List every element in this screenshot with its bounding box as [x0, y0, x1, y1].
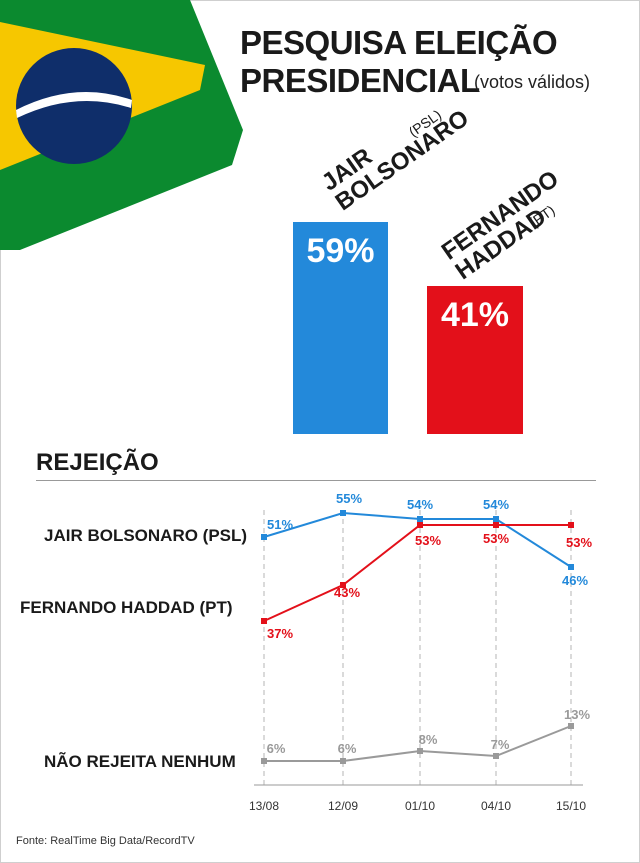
data-label: 53%	[566, 535, 592, 550]
data-label: 55%	[336, 491, 362, 506]
data-label: 37%	[267, 626, 293, 641]
x-tick-label: 15/10	[556, 799, 586, 813]
data-label: 46%	[562, 573, 588, 588]
series-line	[264, 725, 572, 762]
data-label: 6%	[338, 741, 357, 756]
page-subtitle: (votos válidos)	[474, 72, 591, 92]
data-label: 53%	[415, 533, 441, 548]
flag-white-band	[16, 92, 132, 118]
x-tick-label: 13/08	[249, 799, 279, 813]
bar-value-label: 59%	[306, 231, 375, 270]
data-label: 51%	[267, 517, 293, 532]
rejection-divider	[36, 480, 596, 481]
data-point	[568, 522, 574, 528]
data-point	[493, 753, 499, 759]
data-label: 8%	[419, 732, 438, 747]
row-label-haddad: FERNANDO HADDAD (PT)	[20, 598, 233, 617]
data-point	[493, 516, 499, 522]
data-point	[340, 582, 346, 588]
data-point	[417, 748, 423, 754]
data-point	[261, 758, 267, 764]
data-point	[340, 510, 346, 516]
bar-value-label: 41%	[440, 296, 510, 335]
rejection-title: REJEIÇÃO	[36, 449, 159, 476]
x-tick-label: 12/09	[328, 799, 358, 813]
bar-haddad: 41%	[427, 286, 523, 434]
data-point	[493, 522, 499, 528]
data-point	[261, 618, 267, 624]
source-note: Fonte: RealTime Big Data/RecordTV	[16, 835, 195, 847]
flag-blue-globe	[16, 48, 132, 164]
page-title-line2: PRESIDENCIAL	[240, 62, 480, 99]
data-label: 54%	[483, 497, 509, 512]
data-label: 54%	[407, 497, 433, 512]
row-label-nenhum: NÃO REJEITA NENHUM	[44, 752, 236, 771]
data-label: 53%	[483, 531, 509, 546]
data-point	[417, 522, 423, 528]
data-point	[417, 516, 423, 522]
bar-bolsonaro: 59%	[293, 221, 388, 434]
row-label-bolsonaro: JAIR BOLSONARO (PSL)	[44, 526, 248, 545]
data-point	[568, 564, 574, 570]
data-label: 43%	[334, 585, 360, 600]
data-point	[568, 723, 574, 729]
data-label: 6%	[267, 741, 286, 756]
data-point	[340, 758, 346, 764]
brazil-flag-image	[0, 0, 243, 250]
data-label: 13%	[564, 707, 590, 722]
data-label: 7%	[491, 737, 510, 752]
data-point	[261, 534, 267, 540]
rejection-line-chart: 13/08 12/09 01/10 04/10 15/10 51% 55% 54% 54% 46%…	[249, 491, 592, 813]
x-tick-label: 04/10	[481, 799, 511, 813]
page-title-line1: PESQUISA ELEIÇÃO	[240, 24, 558, 61]
x-tick-label: 01/10	[405, 799, 435, 813]
